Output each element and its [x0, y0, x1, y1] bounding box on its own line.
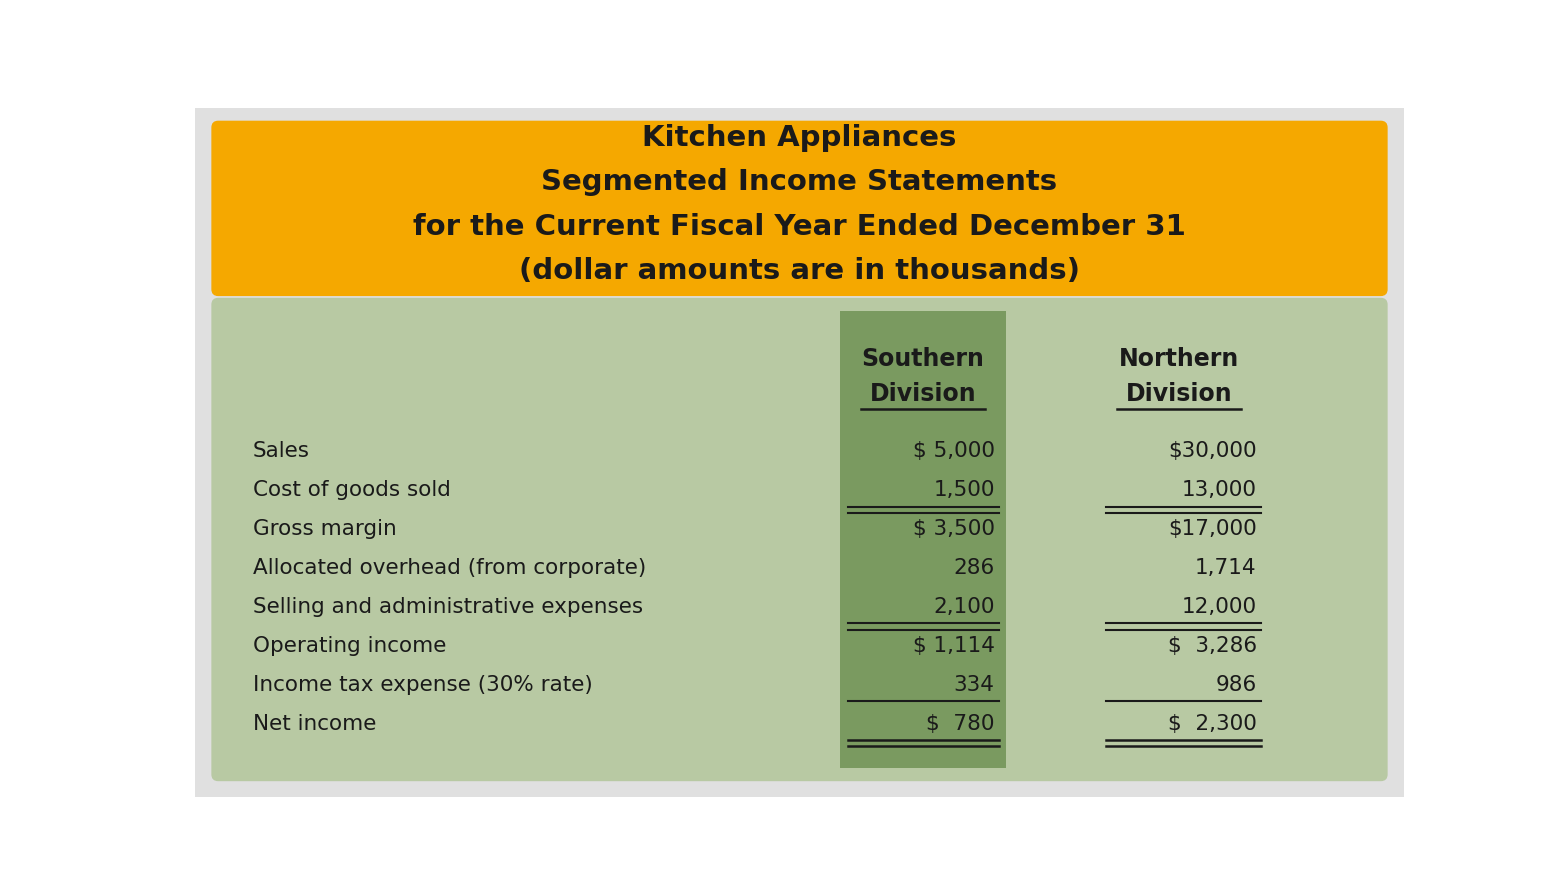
Text: $30,000: $30,000	[1168, 441, 1257, 461]
Text: Cost of goods sold: Cost of goods sold	[253, 480, 451, 500]
Text: 1,714: 1,714	[1195, 558, 1257, 578]
Text: Net income: Net income	[253, 714, 376, 734]
Text: 13,000: 13,000	[1182, 480, 1257, 500]
FancyBboxPatch shape	[212, 298, 1387, 780]
Text: $  3,286: $ 3,286	[1167, 636, 1257, 656]
Text: $17,000: $17,000	[1168, 519, 1257, 539]
Text: 986: 986	[1215, 675, 1257, 695]
Text: $ 3,500: $ 3,500	[913, 519, 995, 539]
Text: 334: 334	[953, 675, 995, 695]
Text: 1,500: 1,500	[933, 480, 995, 500]
Text: $  780: $ 780	[927, 714, 995, 734]
Text: 12,000: 12,000	[1181, 597, 1257, 617]
Text: $  2,300: $ 2,300	[1168, 714, 1257, 734]
Text: 2,100: 2,100	[933, 597, 995, 617]
Text: $ 1,114: $ 1,114	[913, 636, 995, 656]
Text: Gross margin: Gross margin	[253, 519, 396, 539]
Text: Southern
Division: Southern Division	[861, 347, 984, 407]
Text: Operating income: Operating income	[253, 636, 446, 656]
Text: 286: 286	[953, 558, 995, 578]
FancyBboxPatch shape	[212, 121, 1387, 296]
Text: Northern
Division: Northern Division	[1119, 347, 1239, 407]
Text: Income tax expense (30% rate): Income tax expense (30% rate)	[253, 675, 593, 695]
Text: Sales: Sales	[253, 441, 310, 461]
Text: Kitchen Appliances
Segmented Income Statements
for the Current Fiscal Year Ended: Kitchen Appliances Segmented Income Stat…	[413, 124, 1186, 285]
Text: Allocated overhead (from corporate): Allocated overhead (from corporate)	[253, 558, 646, 578]
Bar	[839, 311, 1006, 768]
Text: $ 5,000: $ 5,000	[913, 441, 995, 461]
Text: Selling and administrative expenses: Selling and administrative expenses	[253, 597, 643, 617]
